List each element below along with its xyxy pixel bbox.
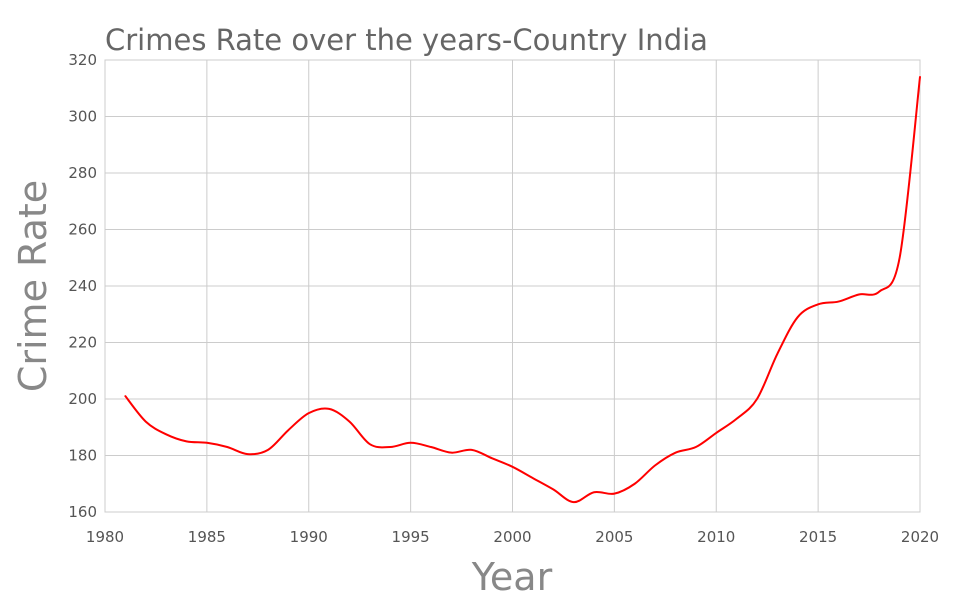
data-point bbox=[511, 465, 515, 469]
x-tick-label: 2015 bbox=[799, 528, 837, 546]
data-point bbox=[816, 302, 820, 306]
x-axis-title: Year bbox=[471, 555, 553, 599]
data-point bbox=[266, 448, 270, 452]
data-point bbox=[551, 487, 555, 491]
data-point bbox=[164, 432, 168, 436]
data-point bbox=[918, 75, 922, 79]
data-point bbox=[531, 476, 535, 480]
y-tick-label: 160 bbox=[68, 503, 97, 521]
series-line-crime-rate bbox=[124, 75, 921, 504]
data-point bbox=[348, 420, 352, 424]
data-point bbox=[877, 290, 881, 294]
y-tick-label: 180 bbox=[68, 447, 97, 465]
data-point bbox=[388, 445, 392, 449]
axis-ticks: 1980 1985 1990 1995 2000 2005 2010 2015 2020 160 1… bbox=[68, 51, 939, 546]
data-point bbox=[796, 315, 800, 319]
y-tick-label: 220 bbox=[68, 334, 97, 352]
x-tick-label: 1985 bbox=[188, 528, 226, 546]
data-point bbox=[286, 428, 290, 432]
x-tick-label: 1990 bbox=[290, 528, 328, 546]
data-point bbox=[307, 411, 311, 415]
x-tick-label: 1980 bbox=[86, 528, 124, 546]
data-point bbox=[775, 352, 779, 356]
x-tick-label: 2010 bbox=[697, 528, 735, 546]
grid bbox=[104, 59, 921, 513]
data-point bbox=[857, 292, 861, 296]
data-point bbox=[612, 492, 616, 496]
y-tick-label: 280 bbox=[68, 164, 97, 182]
y-tick-label: 200 bbox=[68, 390, 97, 408]
x-tick-label: 2020 bbox=[901, 528, 939, 546]
data-point bbox=[470, 448, 474, 452]
data-point bbox=[490, 456, 494, 460]
data-point bbox=[429, 445, 433, 449]
data-point bbox=[225, 445, 229, 449]
data-point bbox=[409, 441, 413, 445]
data-point bbox=[123, 394, 127, 398]
data-point bbox=[653, 463, 657, 467]
y-tick-label: 260 bbox=[68, 221, 97, 239]
data-point bbox=[368, 442, 372, 446]
data-point bbox=[735, 417, 739, 421]
data-point bbox=[144, 420, 148, 424]
y-tick-label: 300 bbox=[68, 108, 97, 126]
data-point bbox=[674, 451, 678, 455]
series-layer bbox=[123, 75, 922, 504]
y-tick-label: 320 bbox=[68, 51, 97, 69]
data-point bbox=[246, 452, 250, 456]
data-point bbox=[572, 500, 576, 504]
y-axis-title: Crime Rate bbox=[11, 180, 55, 392]
data-point bbox=[714, 431, 718, 435]
x-tick-label: 2005 bbox=[595, 528, 633, 546]
data-point bbox=[592, 490, 596, 494]
x-tick-label: 2000 bbox=[493, 528, 531, 546]
data-point bbox=[694, 445, 698, 449]
data-point bbox=[755, 397, 759, 401]
data-point bbox=[205, 441, 209, 445]
chart-title: Crimes Rate over the years-Country India bbox=[105, 23, 708, 57]
data-point bbox=[185, 439, 189, 443]
x-tick-label: 1995 bbox=[392, 528, 430, 546]
data-point bbox=[327, 407, 331, 411]
data-point bbox=[633, 482, 637, 486]
data-point bbox=[898, 256, 902, 260]
data-point bbox=[837, 300, 841, 304]
data-point bbox=[449, 451, 453, 455]
y-tick-label: 240 bbox=[68, 277, 97, 295]
